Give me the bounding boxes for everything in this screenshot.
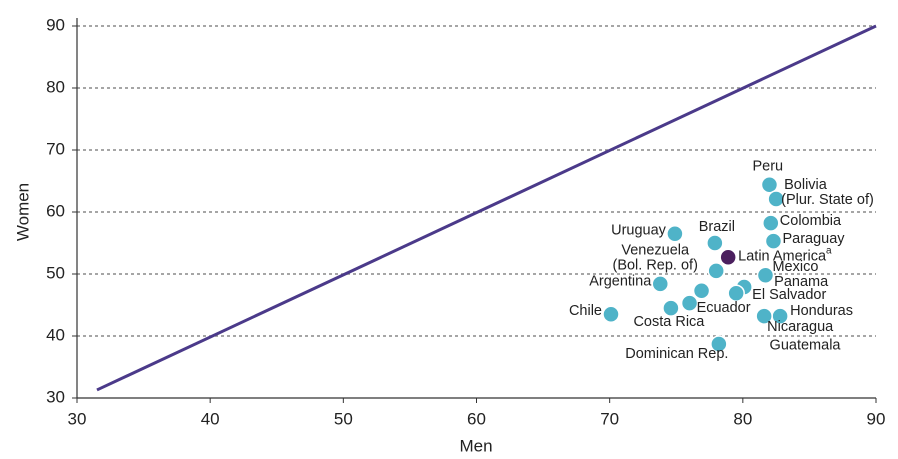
point-label: (Plur. State of) [781, 192, 874, 208]
data-point [680, 294, 699, 312]
x-tick-label: 50 [334, 409, 353, 428]
point-label: Ecuador [697, 300, 751, 316]
data-point [692, 281, 711, 300]
point-label-superscript: a [826, 245, 832, 256]
data-point [764, 232, 783, 250]
point-label: Bolivia [784, 177, 828, 193]
point-label: Colombia [780, 213, 842, 229]
y-tick-label: 30 [46, 387, 65, 406]
point-label: Panama [774, 274, 829, 290]
x-axis-label: Men [459, 436, 492, 455]
data-point [727, 284, 745, 302]
y-tick-label: 90 [46, 15, 65, 34]
data-point [707, 262, 725, 280]
data-point [719, 248, 737, 267]
y-tick-label: 70 [46, 139, 65, 158]
point-label: Paraguay [782, 231, 845, 247]
point-label: Mexico [772, 259, 818, 275]
point-label: Venezuela [621, 243, 690, 259]
point-label: Latin Americaa [738, 245, 832, 264]
data-point [760, 175, 779, 194]
point-label: Chile [569, 303, 602, 319]
point-label: Peru [752, 159, 783, 175]
data-point [762, 214, 780, 232]
data-point [651, 275, 670, 293]
point-label: Dominican Rep. [625, 346, 728, 362]
y-tick-label: 40 [46, 325, 65, 344]
data-point [666, 224, 684, 243]
point-label: (Bol. Rep. of) [612, 258, 697, 274]
data-point [602, 305, 620, 324]
data-point [710, 335, 728, 353]
point-label: Honduras [790, 303, 853, 319]
point-label: El Salvador [752, 287, 826, 303]
y-tick-label: 50 [46, 263, 65, 282]
x-tick-label: 40 [201, 409, 220, 428]
x-tick-label: 90 [867, 409, 886, 428]
y-tick-label: 60 [46, 201, 65, 220]
x-tick-label: 70 [600, 409, 619, 428]
point-label: Nicaragua [767, 319, 834, 335]
data-point [767, 190, 785, 208]
x-tick-label: 60 [467, 409, 486, 428]
data-point [662, 299, 680, 317]
y-axis-label: Women [13, 183, 32, 241]
point-label-text: Latin America [738, 248, 827, 264]
data-point [755, 307, 773, 325]
x-tick-label: 80 [733, 409, 752, 428]
x-tick-label: 30 [68, 409, 87, 428]
point-label: Uruguay [611, 223, 667, 239]
reference-line [96, 24, 877, 392]
data-point [706, 234, 724, 252]
point-label: Brazil [699, 219, 735, 235]
point-label: Guatemala [770, 338, 842, 354]
point-label: Argentina [589, 274, 652, 290]
y-tick-label: 80 [46, 77, 65, 96]
data-point [756, 266, 775, 284]
point-label: Costa Rica [633, 314, 705, 330]
